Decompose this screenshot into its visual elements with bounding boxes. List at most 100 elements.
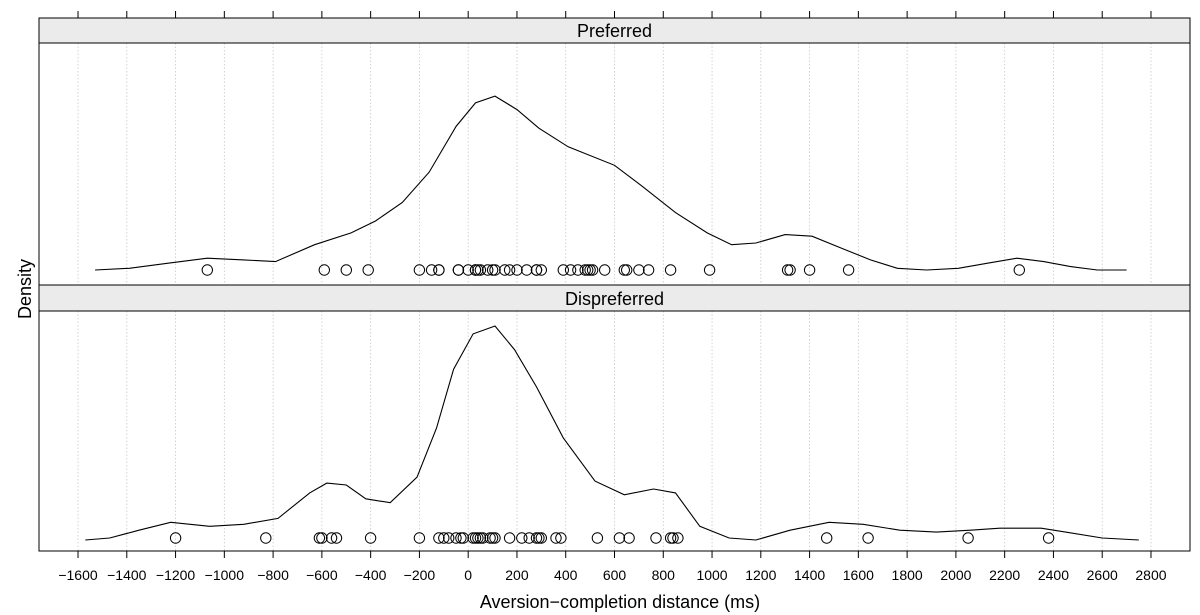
data-point (821, 532, 833, 544)
data-point (318, 264, 330, 276)
panel-strip (38, 17, 1191, 44)
x-tick-label: −1000 (205, 567, 245, 583)
data-point (503, 532, 516, 544)
data-point (316, 532, 328, 544)
data-point (486, 264, 499, 276)
x-tick-label: 1000 (696, 567, 727, 583)
data-point (579, 264, 591, 276)
data-point (1042, 532, 1055, 544)
data-point (472, 532, 484, 544)
data-point (613, 532, 626, 544)
x-tick-label: −400 (355, 567, 387, 583)
data-point (586, 264, 599, 276)
x-tick-label: 2800 (1135, 567, 1166, 583)
x-tick-label: 400 (554, 567, 578, 583)
data-point (467, 532, 479, 544)
data-point (201, 264, 214, 276)
data-point (499, 264, 511, 276)
x-tick-label: −1400 (107, 567, 147, 583)
data-point (703, 264, 716, 276)
x-tick-label: −1600 (58, 567, 98, 583)
data-point (489, 532, 501, 544)
data-point (433, 532, 445, 544)
x-tick-label: 1200 (745, 567, 776, 583)
vertical-grid (77, 43, 1152, 551)
data-point (503, 264, 516, 276)
panel-strip (38, 284, 1191, 312)
data-point (530, 264, 543, 276)
x-axis-label: Aversion−completion distance (ms) (480, 592, 760, 612)
data-point (621, 264, 633, 276)
data-point (530, 532, 543, 544)
data-point (672, 532, 684, 544)
data-point (842, 264, 855, 276)
data-point (533, 532, 545, 544)
x-tick-label: 0 (464, 567, 472, 583)
data-point (313, 532, 326, 544)
x-tick-label: 800 (652, 567, 676, 583)
data-point (457, 532, 469, 544)
data-point (521, 264, 533, 276)
x-tick-label: 200 (505, 567, 529, 583)
data-point (362, 264, 374, 276)
x-tick-label: 2600 (1087, 567, 1118, 583)
data-point (482, 264, 494, 276)
density-curve (85, 325, 1139, 541)
data-point (962, 532, 974, 544)
data-point (572, 264, 584, 276)
density-curve (95, 95, 1127, 271)
data-point (664, 264, 677, 276)
data-point (472, 264, 484, 276)
panels: Preferred Dispreferred (38, 17, 1191, 552)
data-point (535, 264, 547, 276)
x-tick-label: 2400 (1038, 567, 1069, 583)
data-point (618, 264, 630, 276)
data-point (474, 532, 487, 544)
data-point (784, 264, 796, 276)
data-point (642, 264, 655, 276)
data-point (486, 532, 499, 544)
data-point (438, 532, 450, 544)
data-point (555, 532, 567, 544)
data-point (325, 532, 338, 544)
data-point (364, 532, 377, 544)
data-point (781, 264, 794, 276)
x-tick-label: 600 (603, 567, 627, 583)
data-point (584, 264, 596, 276)
data-point (260, 532, 272, 544)
data-point (582, 264, 594, 276)
data-point (564, 264, 577, 276)
x-tick-label: 2000 (940, 567, 971, 583)
panel-title: Preferred (577, 21, 652, 41)
x-tick-label: 1800 (892, 567, 923, 583)
data-point (425, 264, 438, 276)
data-point (591, 532, 604, 544)
data-point (667, 532, 679, 544)
data-point (340, 264, 352, 276)
data-point (330, 532, 343, 544)
data-point (599, 264, 611, 276)
data-point (511, 264, 523, 276)
data-point (469, 532, 482, 544)
data-point (413, 532, 426, 544)
data-point (650, 532, 662, 544)
data-point (862, 532, 874, 544)
x-tick-label: −200 (404, 567, 436, 583)
data-point (633, 264, 645, 276)
x-tick-label: −1200 (156, 567, 196, 583)
data-point (550, 532, 562, 544)
data-point (433, 264, 445, 276)
data-point (489, 264, 501, 276)
data-point (169, 532, 182, 544)
y-axis-label: Density (15, 259, 35, 319)
x-tick-label: −600 (306, 567, 338, 583)
data-point (452, 264, 465, 276)
x-tick-label: −800 (257, 567, 289, 583)
x-axis: −1600 −1400 −1200 −1000 −800 −600 −400 −200 0 200… (58, 11, 1167, 583)
x-tick-label: 2200 (989, 567, 1020, 583)
data-point (516, 532, 528, 544)
data-point (462, 264, 474, 276)
panel-title: Dispreferred (565, 289, 664, 309)
data-point (413, 264, 426, 276)
